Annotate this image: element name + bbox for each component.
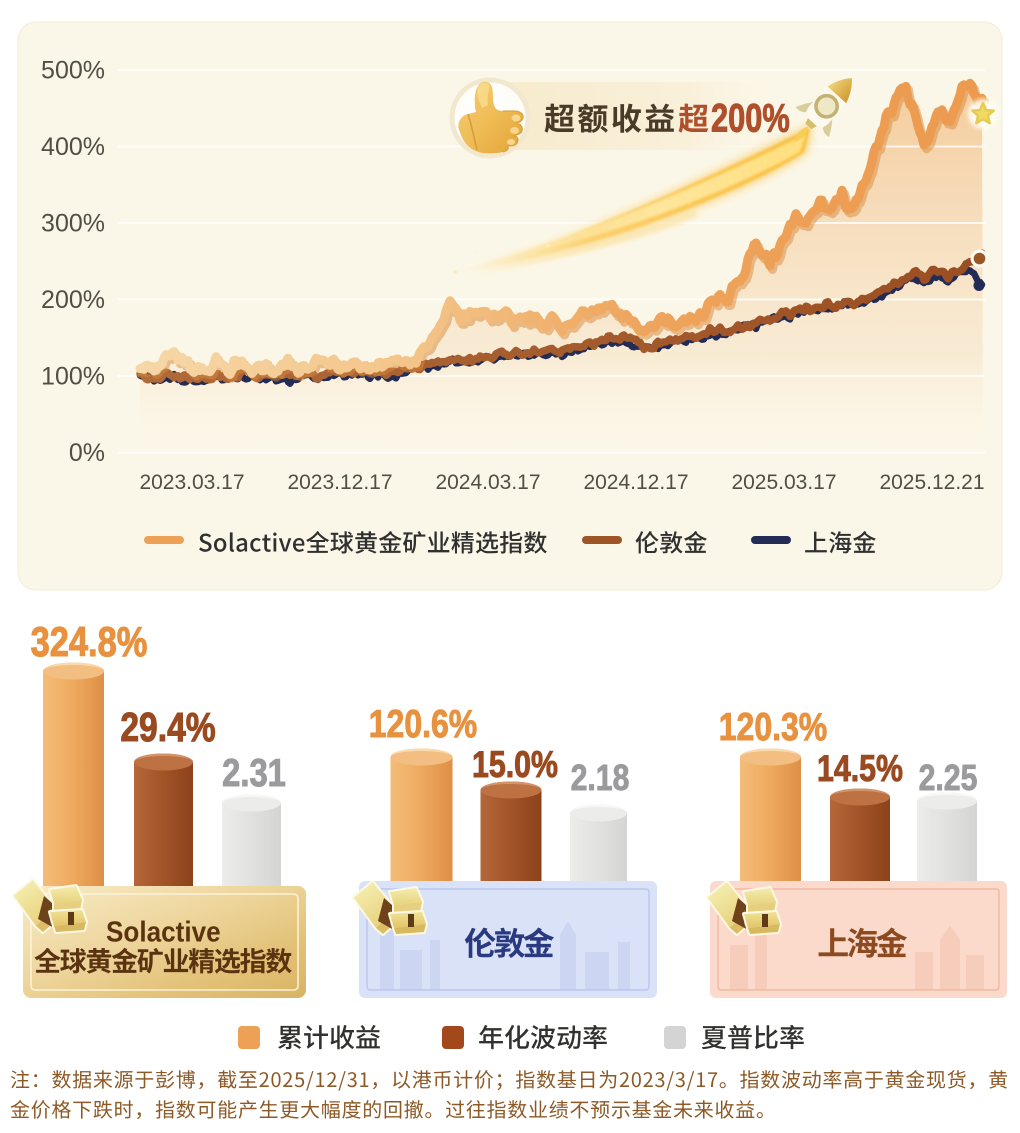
svg-text:0%: 0% (69, 439, 105, 467)
svg-text:29.4%: 29.4% (120, 704, 215, 750)
svg-text:2023.03.17: 2023.03.17 (139, 471, 244, 494)
svg-text:2.18: 2.18 (571, 759, 630, 799)
svg-text:2024.03.17: 2024.03.17 (435, 471, 540, 494)
svg-text:2025.03.17: 2025.03.17 (731, 471, 836, 494)
svg-text:400%: 400% (41, 133, 105, 161)
svg-text:120.6%: 120.6% (369, 702, 477, 746)
svg-text:100%: 100% (41, 363, 105, 391)
svg-text:500%: 500% (41, 57, 105, 85)
svg-text:2023.12.17: 2023.12.17 (287, 471, 392, 494)
svg-text:14.5%: 14.5% (817, 748, 903, 790)
svg-text:Solactive: Solactive (106, 915, 221, 948)
svg-text:120.3%: 120.3% (719, 705, 827, 749)
svg-text:300%: 300% (41, 210, 105, 238)
svg-text:2.31: 2.31 (222, 750, 286, 794)
svg-text:2025.12.21: 2025.12.21 (879, 471, 984, 494)
svg-text:2.25: 2.25 (919, 759, 978, 799)
svg-text:15.0%: 15.0% (472, 744, 558, 786)
svg-text:200%: 200% (41, 286, 105, 314)
svg-text:200%: 200% (711, 96, 790, 141)
svg-text:324.8%: 324.8% (31, 619, 148, 666)
svg-text:2024.12.17: 2024.12.17 (583, 471, 688, 494)
